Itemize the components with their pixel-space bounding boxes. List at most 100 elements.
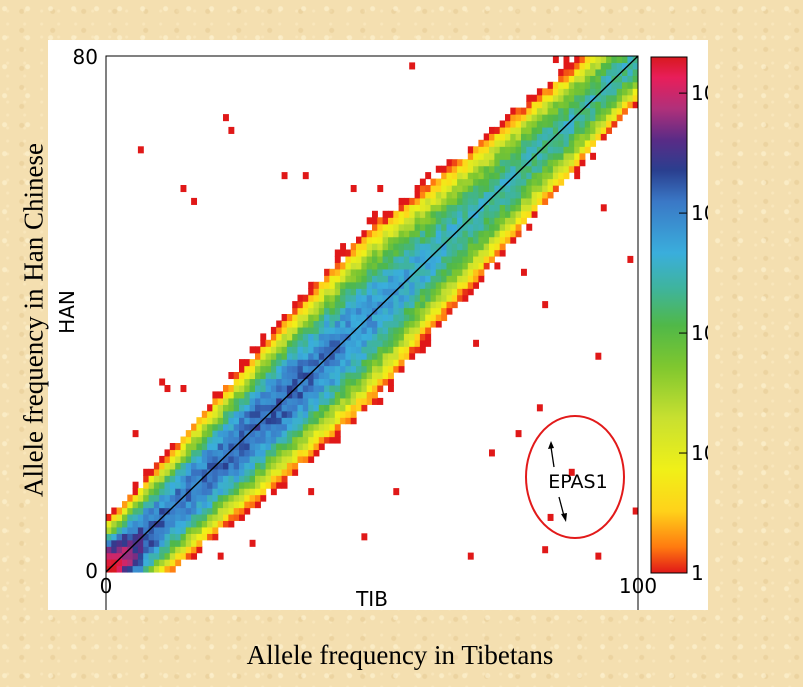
heatmap-cell (505, 139, 511, 147)
heatmap-cell (249, 397, 256, 405)
heatmap-cell (334, 339, 341, 347)
heatmap-cell (255, 475, 261, 483)
heatmap-cell (292, 301, 299, 309)
heatmap-cell (169, 455, 176, 463)
heatmap-cell (127, 565, 134, 573)
heatmap-cell (207, 430, 214, 438)
heatmap-cell (558, 114, 565, 122)
heatmap-cell (563, 107, 570, 115)
heatmap-cell (180, 488, 187, 496)
heatmap-cell (467, 204, 474, 212)
heatmap-cell (409, 249, 416, 257)
heatmap-cell (494, 191, 501, 199)
heatmap-cell (547, 101, 554, 109)
heatmap-cell (297, 352, 304, 360)
heatmap-cell (324, 365, 331, 373)
heatmap-cell (388, 217, 394, 225)
heatmap-cell (244, 365, 251, 373)
heatmap-cell (457, 185, 464, 193)
heatmap-cell (372, 326, 378, 334)
heatmap-cell (547, 165, 554, 173)
heatmap-cell (239, 475, 245, 483)
heatmap-cell (430, 294, 437, 302)
heatmap-cell (393, 307, 400, 315)
heatmap-cell (446, 223, 453, 231)
heatmap-cell (196, 507, 203, 515)
heatmap-cell (153, 526, 160, 534)
heatmap-cell (255, 430, 261, 438)
heatmap-cell (483, 255, 490, 263)
heatmap-cell (345, 352, 352, 360)
heatmap-cell (191, 526, 198, 534)
heatmap-cell (239, 385, 245, 393)
heatmap-cell (217, 455, 224, 463)
heatmap-cell (425, 197, 432, 205)
heatmap-cell (478, 275, 485, 283)
heatmap-cell (212, 526, 219, 534)
heatmap-cell (270, 391, 277, 399)
heatmap-cell (281, 391, 288, 399)
heatmap-cell (334, 326, 341, 334)
heatmap-cell (249, 475, 256, 483)
heatmap-cell (595, 62, 602, 70)
heatmap-cell (185, 468, 192, 476)
heatmap-cell (180, 455, 187, 463)
heatmap-cell (515, 430, 522, 438)
heatmap-cell (217, 430, 224, 438)
heatmap-cell (372, 346, 378, 354)
heatmap-cell (388, 249, 394, 257)
heatmap-cell (574, 94, 581, 102)
heatmap-cell (398, 197, 405, 205)
heatmap-cell (574, 172, 581, 180)
heatmap-cell (159, 462, 166, 470)
heatmap-cell (441, 204, 448, 212)
heatmap-cell (260, 481, 267, 489)
heatmap-cell (122, 539, 128, 547)
heatmap-cell (377, 378, 384, 386)
heatmap-cell (499, 126, 506, 134)
heatmap-cell (590, 126, 597, 134)
heatmap-cell (366, 314, 373, 322)
heatmap-cell (329, 307, 336, 315)
heatmap-cell (270, 455, 277, 463)
heatmap-cell (116, 513, 123, 521)
heatmap-cell (563, 68, 570, 76)
heatmap-cell (302, 443, 309, 451)
heatmap-cell (462, 223, 469, 231)
heatmap-cell (313, 314, 320, 322)
heatmap-cell (148, 488, 155, 496)
heatmap-cell (233, 449, 240, 457)
heatmap-cell (425, 217, 432, 225)
heatmap-cell (318, 294, 325, 302)
heatmap-cell (281, 468, 288, 476)
heatmap-cell (499, 152, 506, 160)
heatmap-cell (457, 275, 464, 283)
heatmap-cell (430, 301, 437, 309)
heatmap-cell (515, 191, 522, 199)
heatmap-cell (334, 281, 341, 289)
heatmap-cell (334, 397, 341, 405)
heatmap-cell (153, 468, 160, 476)
heatmap-cell (542, 114, 549, 122)
heatmap-cell (228, 417, 235, 425)
heatmap-cell (377, 223, 384, 231)
heatmap-cell (372, 210, 378, 218)
heatmap-cell (244, 404, 251, 412)
heatmap-cell (366, 372, 373, 380)
heatmap-cell (297, 449, 304, 457)
heatmap-cell (584, 94, 591, 102)
heatmap-cell (175, 533, 182, 541)
heatmap-cell (302, 423, 309, 431)
heatmap-cell (137, 520, 144, 528)
heatmap-cell (419, 210, 426, 218)
heatmap-cell (292, 436, 299, 444)
heatmap-cell (233, 404, 240, 412)
heatmap-cell (249, 436, 256, 444)
heatmap-cell (132, 552, 139, 560)
heatmap-cell (334, 365, 341, 373)
heatmap-cell (382, 249, 389, 257)
heatmap-cell (473, 262, 480, 270)
heatmap-cell (366, 339, 373, 347)
heatmap-cell (318, 443, 325, 451)
heatmap-cell (616, 114, 623, 122)
